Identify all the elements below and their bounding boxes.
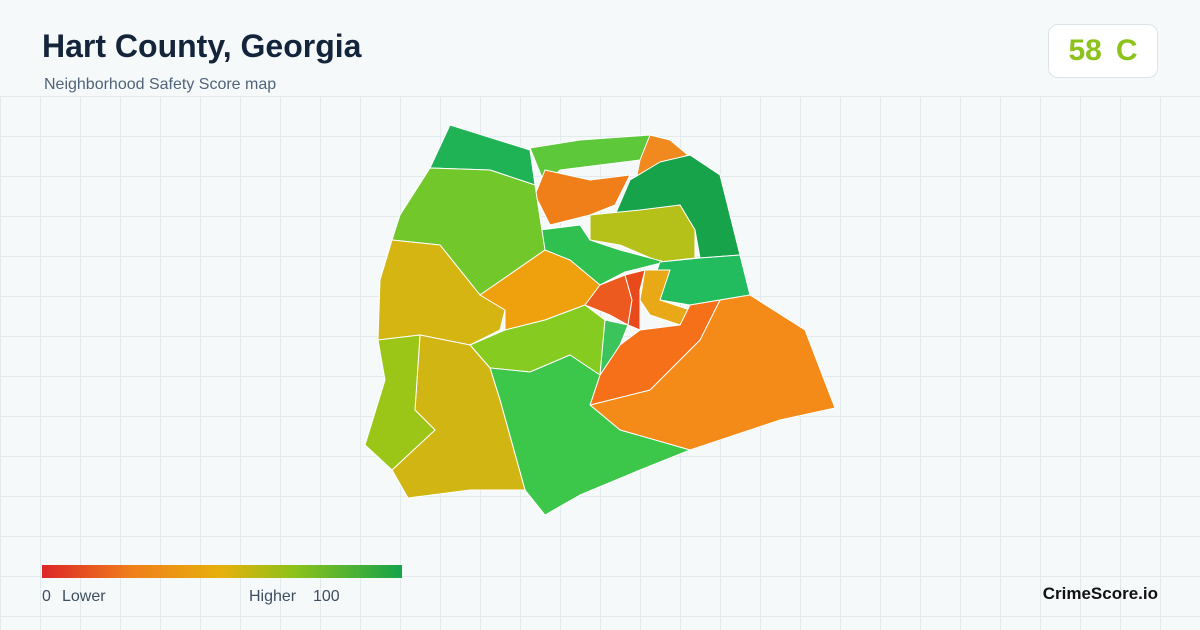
subtitle: Neighborhood Safety Score map xyxy=(44,76,277,93)
legend-min-label: Lower xyxy=(62,588,106,605)
title: Hart County, Georgia xyxy=(42,28,362,64)
legend-min: 0 xyxy=(42,588,51,605)
legend-max: 100 xyxy=(313,588,340,605)
region xyxy=(364,334,436,471)
region xyxy=(599,319,629,376)
legend-max-label: Higher xyxy=(249,588,297,605)
score-value: 58 xyxy=(1068,34,1102,67)
header: Hart County, Georgia Neighborhood Safety… xyxy=(0,0,1200,96)
brand: CrimeScore.io xyxy=(1042,584,1158,603)
score-badge: 58 C xyxy=(1048,24,1158,78)
region xyxy=(614,154,741,259)
region xyxy=(377,239,506,346)
score-grade: C xyxy=(1115,34,1138,67)
legend-gradient xyxy=(42,565,402,578)
